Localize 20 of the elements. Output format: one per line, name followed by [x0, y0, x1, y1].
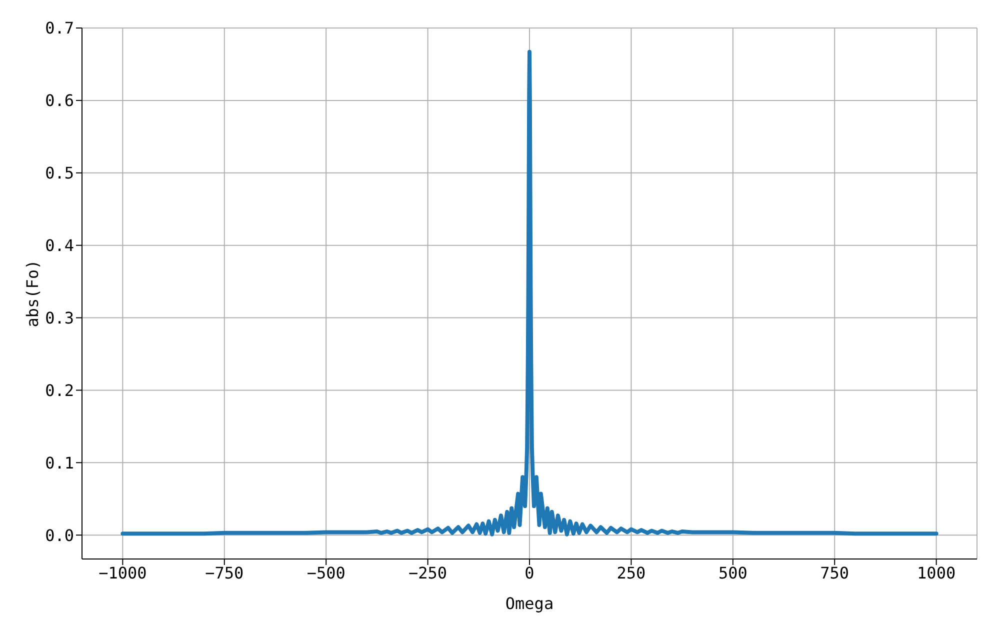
x-tick-label: 250: [616, 563, 646, 582]
y-axis-title: abs(Fo): [22, 260, 42, 328]
y-tick-label: 0.6: [45, 91, 74, 110]
x-tick-label: 1000: [917, 563, 956, 582]
y-tick-label: 0.5: [45, 164, 74, 183]
x-tick-label: 750: [820, 563, 850, 582]
y-tick-label: 0.1: [45, 453, 74, 472]
x-tick-label: 500: [718, 563, 748, 582]
x-axis-title: Omega: [505, 594, 554, 613]
x-tick-label: −1000: [98, 563, 147, 582]
y-tick-label: 0.0: [45, 526, 74, 545]
y-tick-label: 0.7: [45, 18, 74, 38]
x-tick-label: −500: [306, 563, 346, 582]
x-tick-label: −750: [205, 563, 244, 582]
line-series: [120, 50, 938, 536]
x-tick-label: −250: [408, 563, 448, 582]
x-tick-label: 0: [524, 563, 534, 582]
y-tick-label: 0.2: [45, 380, 74, 400]
y-tick-label: 0.3: [45, 308, 74, 328]
y-tick-label: 0.4: [45, 236, 74, 256]
